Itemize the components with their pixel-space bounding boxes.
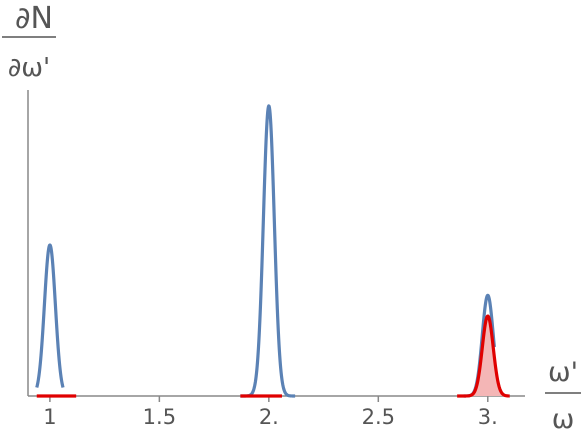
x-axis-label: ω' ω bbox=[545, 357, 581, 433]
x-tick-label: 1.5 bbox=[143, 405, 176, 429]
x-tick-label: 2.5 bbox=[362, 405, 395, 429]
series-1-line-1 bbox=[35, 243, 65, 389]
x-ticks: 1 1.5 2. 2.5 3. bbox=[43, 396, 498, 429]
y-label-denominator: ∂ω' bbox=[8, 53, 50, 83]
series-2-line-3 bbox=[455, 314, 511, 398]
x-label-denominator: ω bbox=[552, 404, 575, 433]
series-1-line-2 bbox=[239, 104, 297, 398]
x-tick-label: 3. bbox=[478, 405, 498, 429]
x-tick-label: 2. bbox=[259, 405, 279, 429]
series-group bbox=[35, 104, 511, 398]
x-tick-label: 1 bbox=[43, 405, 56, 429]
x-label-numerator: ω' bbox=[548, 357, 578, 388]
y-label-numerator: ∂N bbox=[15, 1, 53, 36]
y-axis-label: ∂N ∂ω' bbox=[2, 1, 56, 83]
